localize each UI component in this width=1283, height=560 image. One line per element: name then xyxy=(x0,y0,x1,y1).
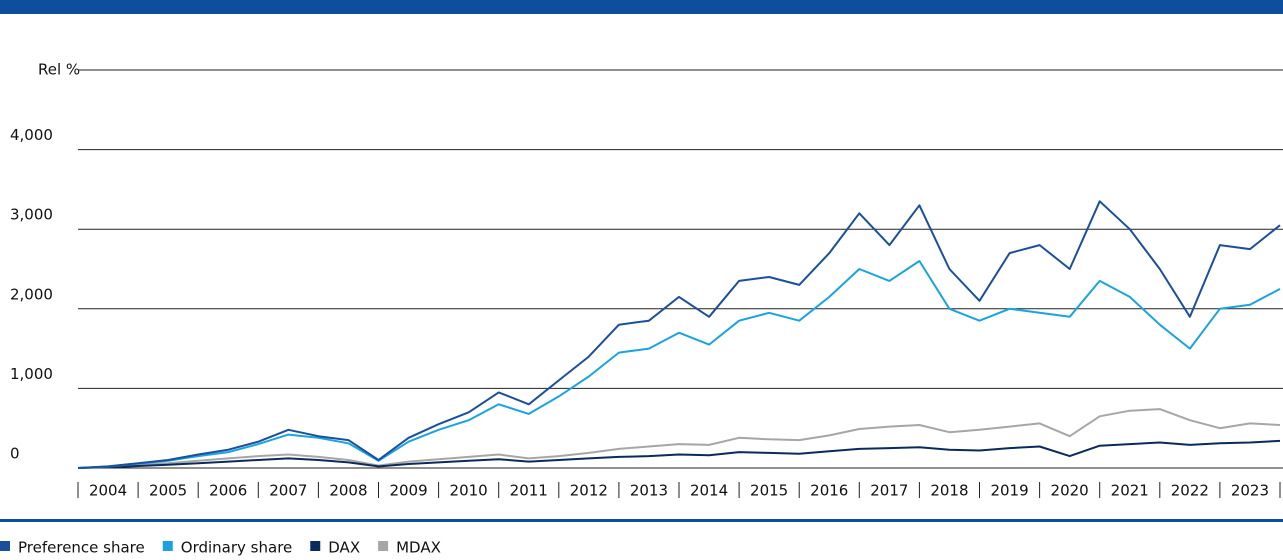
top-bar xyxy=(0,0,1283,14)
legend-swatch xyxy=(162,541,173,551)
x-tick-label: 2011 xyxy=(510,482,548,500)
series-line xyxy=(77,200,1281,469)
legend-swatch xyxy=(378,541,389,551)
x-tick-label: 2004 xyxy=(89,482,127,500)
x-tick-label: 2019 xyxy=(990,482,1028,500)
y-tick-label: 4,000 xyxy=(10,126,53,144)
y-tick-label: 3,000 xyxy=(10,206,53,224)
x-tick-label: 2017 xyxy=(870,482,908,500)
legend-label: Ordinary share xyxy=(181,539,293,557)
x-tick-label: 2018 xyxy=(930,482,968,500)
x-tick-label: 2021 xyxy=(1111,482,1149,500)
y-tick-label: 2,000 xyxy=(10,285,53,303)
x-tick-label: 2009 xyxy=(389,482,427,500)
x-tick-label: 2020 xyxy=(1051,482,1089,500)
x-tick-label: 2005 xyxy=(149,482,187,500)
x-tick-label: 2006 xyxy=(209,482,247,500)
x-tick-label: 2008 xyxy=(329,482,367,500)
legend-label: MDAX xyxy=(396,539,441,557)
x-tick-label: 2015 xyxy=(750,482,788,500)
y-tick-label: 1,000 xyxy=(10,365,53,383)
legend-label: DAX xyxy=(328,539,360,557)
x-tick-label: 2012 xyxy=(570,482,608,500)
y-axis-label: Rel % xyxy=(38,61,80,79)
legend-label: Preference share xyxy=(18,539,145,557)
series-line xyxy=(77,408,1281,469)
x-tick-label: 2023 xyxy=(1231,482,1269,500)
series-line xyxy=(77,439,1281,469)
x-tick-label: 2014 xyxy=(690,482,728,500)
legend-swatch xyxy=(0,541,10,551)
x-tick-label: 2010 xyxy=(450,482,488,500)
y-tick-label: 0 xyxy=(10,445,20,463)
bottom-rule xyxy=(0,519,1283,522)
x-tick-label: 2022 xyxy=(1171,482,1209,500)
series-line xyxy=(77,260,1281,469)
x-tick-label: 2016 xyxy=(810,482,848,500)
x-tick-label: 2007 xyxy=(269,482,307,500)
legend-swatch xyxy=(310,541,321,551)
x-tick-label: 2013 xyxy=(630,482,668,500)
